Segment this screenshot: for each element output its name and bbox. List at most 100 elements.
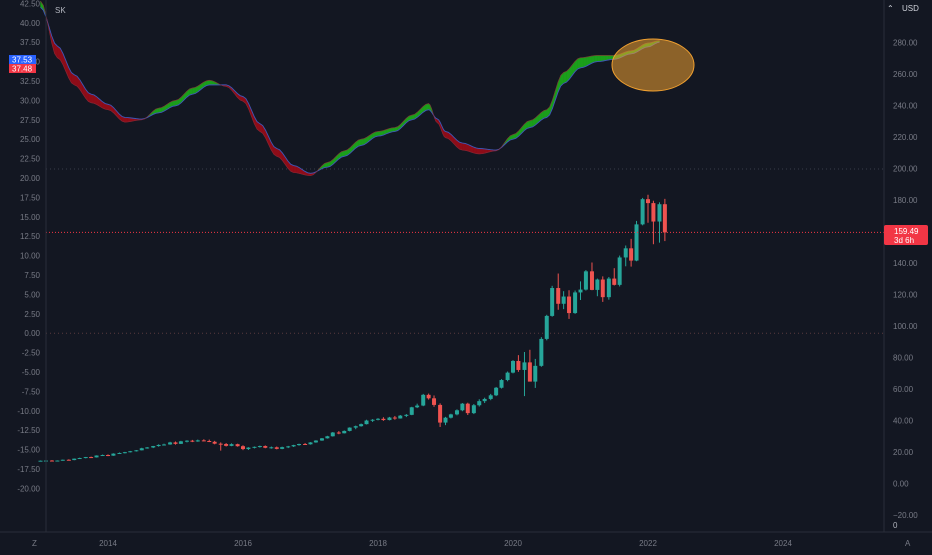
left-axis-tick-label: -7.50 [22,387,41,396]
left-axis-tick-label: -15.00 [17,446,40,455]
candle [162,443,167,446]
candle [421,393,426,407]
candle-body [589,271,594,290]
right-axis-tick-label: 200.00 [893,165,918,174]
candle-body [432,398,437,405]
candle-body [72,458,77,461]
candle-body [111,453,116,456]
candle-body [347,427,352,431]
candle [207,439,212,443]
candle-body [60,459,65,461]
candle-body [336,432,341,434]
candle-body [139,448,144,451]
candle [651,200,656,245]
candle [224,443,229,447]
candle-body [583,271,588,290]
candle-body [409,407,414,415]
candle [612,268,617,286]
indicator-band-segment [594,55,598,63]
left-axis-tick-label: 40.00 [20,19,41,28]
candle-body [550,288,555,316]
right-axis: 280.00260.00240.00220.00200.00180.00160.… [893,39,918,521]
candle [252,446,257,449]
auto-scale-left-button[interactable]: Z [18,536,44,550]
left-axis-tick-label: 7.50 [24,271,40,280]
candle [589,262,594,291]
candle [218,442,223,451]
time-axis-tick-label: 2016 [234,539,252,548]
candle [145,446,150,449]
candle-body [640,199,645,225]
candle-body [195,440,200,442]
candle [241,445,245,451]
candle [415,403,420,409]
indicator-band-segment [90,93,95,104]
overlay-layer [46,38,884,233]
candle [522,351,527,397]
candle-body [128,451,133,453]
candle-body [145,447,150,449]
candle [195,439,200,442]
candle-body [252,446,257,448]
left-axis-tick-label: 25.00 [20,135,41,144]
candle-body [212,441,217,444]
candle-body [381,418,386,421]
candle-body [612,278,617,285]
candle [100,454,105,457]
candle-body [392,417,397,419]
candle [235,443,240,447]
candle [134,449,139,452]
left-axis-tick-label: 37.50 [20,38,41,47]
candle-body [556,288,561,304]
right-axis-unit-label[interactable]: ⌃ USD [887,4,919,13]
candle [303,443,308,445]
candle [359,423,364,427]
candle [662,198,667,242]
candle [342,430,347,434]
left-axis-tick-label: -17.50 [17,465,40,474]
candle-body [201,440,206,442]
candle [49,460,54,462]
candle [122,451,127,454]
candle-body [263,446,268,448]
indicator-band-segment [597,55,601,62]
candle-body [398,415,403,419]
candle [640,197,645,226]
price-tag-value: 159.49 [894,227,919,236]
candle [448,413,453,419]
left-axis-tick-label: -12.50 [17,426,40,435]
candle-body [421,394,426,406]
time-axis-tick-label: 2020 [504,539,522,548]
left-axis-tick-label: 10.00 [20,252,41,261]
candle [527,349,532,382]
left-axis-tick-label: -20.00 [17,484,40,493]
right-axis-tick-label: −20.00 [893,511,918,520]
candle-body [184,440,189,442]
left-axis-tick-label: 0.00 [24,329,40,338]
indicator-band-segment [599,55,604,62]
indicator-slow-line [40,6,660,174]
indicator-band-segment [563,71,567,84]
candle [38,460,43,462]
candle-body [168,442,173,445]
candle [488,393,493,401]
left-axis-tick-label: 17.50 [20,193,41,202]
candles-layer [38,194,667,462]
candle [646,194,650,223]
candle [505,371,510,382]
candle-body [38,460,43,462]
indicator-band-segment [462,142,466,151]
candle [319,438,324,441]
candle-body [342,430,347,434]
candle [229,443,234,447]
indicator-band-segment [580,57,584,69]
highlight-ellipse [611,38,695,92]
indicator-label: SK [55,6,66,15]
candle [477,399,482,407]
candle-body [662,204,667,233]
candle-body [55,460,60,462]
candle [168,441,173,445]
candle [178,440,183,444]
auto-scale-right-button[interactable]: A [898,536,922,550]
